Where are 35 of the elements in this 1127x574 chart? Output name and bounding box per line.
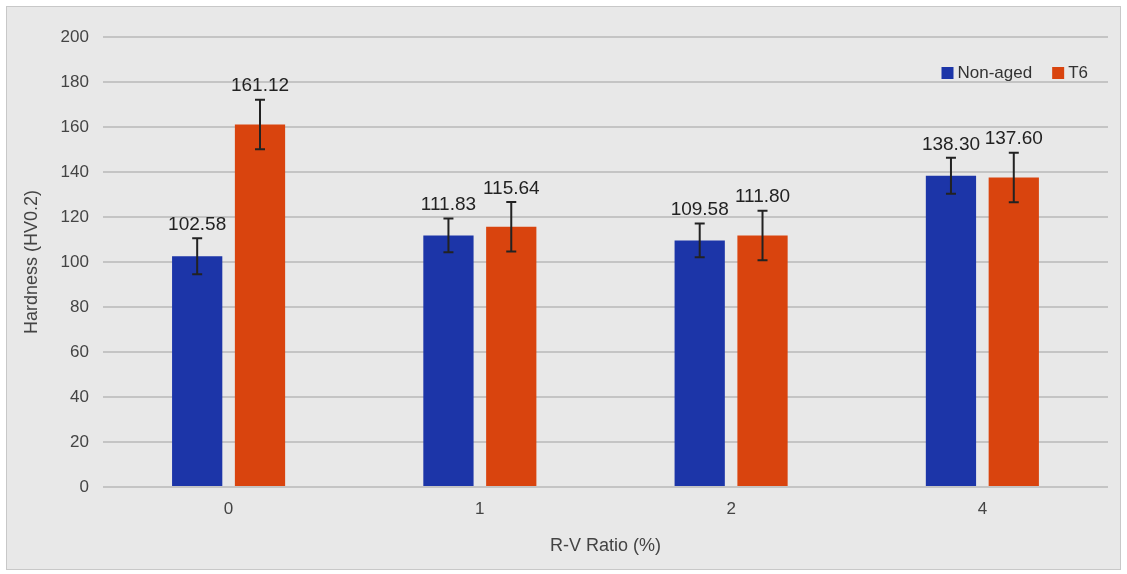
x-tick-label: 4 — [977, 498, 988, 518]
data-label: 111.80 — [734, 185, 791, 207]
legend-label: T6 — [1068, 62, 1088, 82]
data-label: 109.58 — [670, 198, 729, 220]
data-label: 102.58 — [168, 212, 227, 234]
bar — [234, 124, 286, 486]
bar — [423, 235, 474, 486]
bar — [486, 226, 537, 486]
y-tick-label: 100 — [60, 251, 89, 271]
y-tick-label: 140 — [60, 161, 89, 181]
y-tick-label: 180 — [60, 71, 89, 91]
x-tick-label: 1 — [475, 498, 485, 518]
bar — [988, 177, 1039, 486]
bar — [674, 240, 725, 486]
y-tick-label: 20 — [70, 431, 89, 451]
data-label: 137.60 — [984, 127, 1043, 149]
y-tick-label: 0 — [79, 476, 89, 496]
y-tick-label: 120 — [60, 206, 89, 226]
y-tick-label: 40 — [70, 386, 89, 406]
y-axis-title: Hardness (HV0.2) — [20, 189, 41, 335]
y-tick-label: 200 — [60, 26, 89, 46]
data-label: 115.64 — [482, 176, 541, 198]
bar — [172, 256, 223, 486]
y-tick-label: 160 — [60, 116, 89, 136]
bar — [737, 235, 788, 486]
x-axis-title: R-V Ratio (%) — [549, 535, 661, 556]
data-label: 138.30 — [921, 132, 981, 154]
x-tick-label: 0 — [223, 498, 234, 518]
x-tick-label: 2 — [726, 498, 736, 518]
legend-label: Non-aged — [957, 62, 1033, 82]
data-label: 161.12 — [230, 74, 290, 96]
bar — [925, 175, 977, 486]
y-tick-label: 60 — [70, 341, 89, 361]
data-label: 111.83 — [420, 193, 477, 215]
y-tick-label: 80 — [70, 296, 89, 316]
